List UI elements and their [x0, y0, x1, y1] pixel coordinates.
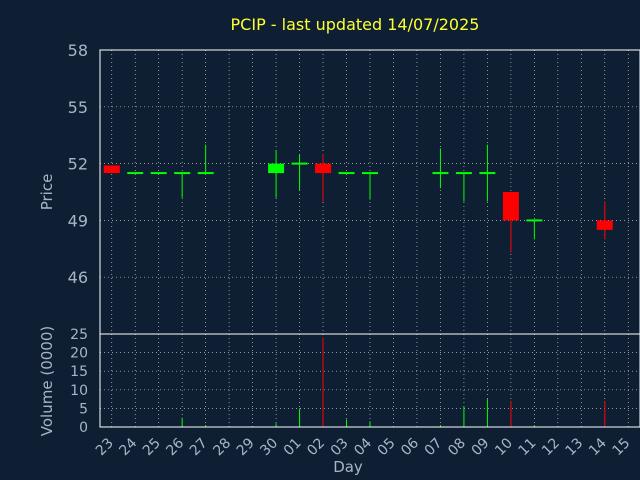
x-tick-label: 01	[281, 435, 305, 459]
x-axis-label: Day	[333, 458, 363, 476]
volume-tick-label: 25	[70, 327, 88, 343]
x-tick-label: 09	[469, 435, 493, 459]
x-tick-label: 30	[257, 435, 281, 459]
x-tick-label: 03	[328, 435, 352, 459]
candle-body	[291, 162, 308, 165]
x-tick-label: 04	[351, 435, 375, 459]
x-tick-label: 27	[187, 435, 211, 459]
candle-body	[362, 172, 378, 175]
price-tick-label: 55	[68, 98, 88, 117]
candle-body	[103, 165, 120, 174]
candle-body	[432, 172, 449, 175]
x-tick-label: 24	[116, 435, 140, 459]
x-tick-label: 29	[234, 435, 258, 459]
candle-body	[338, 172, 355, 175]
candle-body	[268, 163, 285, 174]
x-tick-label: 07	[422, 435, 446, 459]
x-tick-label: 10	[492, 435, 516, 459]
candle-body	[197, 172, 214, 175]
x-tick-label: 08	[445, 435, 469, 459]
volume-axis-label: Volume (0000)	[38, 326, 56, 436]
candle-body	[479, 172, 496, 175]
price-tick-label: 49	[68, 211, 88, 230]
candle-body	[526, 219, 543, 222]
x-tick-label: 12	[539, 435, 563, 459]
x-tick-label: 26	[163, 435, 187, 459]
volume-tick-label: 5	[79, 401, 88, 417]
volume-tick-label: 15	[70, 364, 88, 380]
x-tick-label: 25	[140, 435, 164, 459]
volume-tick-label: 0	[79, 420, 88, 436]
volume-tick-label: 10	[70, 383, 88, 399]
candle-body	[596, 220, 613, 230]
x-tick-label: 05	[375, 435, 399, 459]
price-tick-label: 52	[68, 155, 88, 174]
candle-body	[315, 163, 332, 174]
candle-body	[127, 172, 144, 175]
x-tick-label: 15	[609, 435, 633, 459]
candle-body	[174, 172, 191, 175]
x-tick-label: 13	[563, 435, 587, 459]
x-tick-label: 14	[586, 435, 610, 459]
volume-tick-label: 20	[70, 346, 88, 362]
x-tick-label: 02	[304, 435, 328, 459]
price-tick-label: 46	[68, 268, 88, 287]
candle-body	[455, 172, 472, 175]
x-tick-label: 06	[398, 435, 422, 459]
grid-layer	[100, 49, 640, 428]
volume-panel-frame	[99, 333, 640, 428]
chart-title: PCIP - last updated 14/07/2025	[231, 15, 480, 34]
candle-body	[502, 192, 519, 221]
marks-layer	[103, 144, 613, 427]
price-axis-label: Price	[38, 174, 56, 211]
price-tick-label: 58	[68, 41, 88, 60]
x-tick-label: 11	[516, 435, 540, 459]
candle-body	[150, 172, 167, 175]
x-tick-label: 23	[93, 435, 117, 459]
x-tick-label: 28	[210, 435, 234, 459]
frame-layer	[99, 49, 640, 428]
